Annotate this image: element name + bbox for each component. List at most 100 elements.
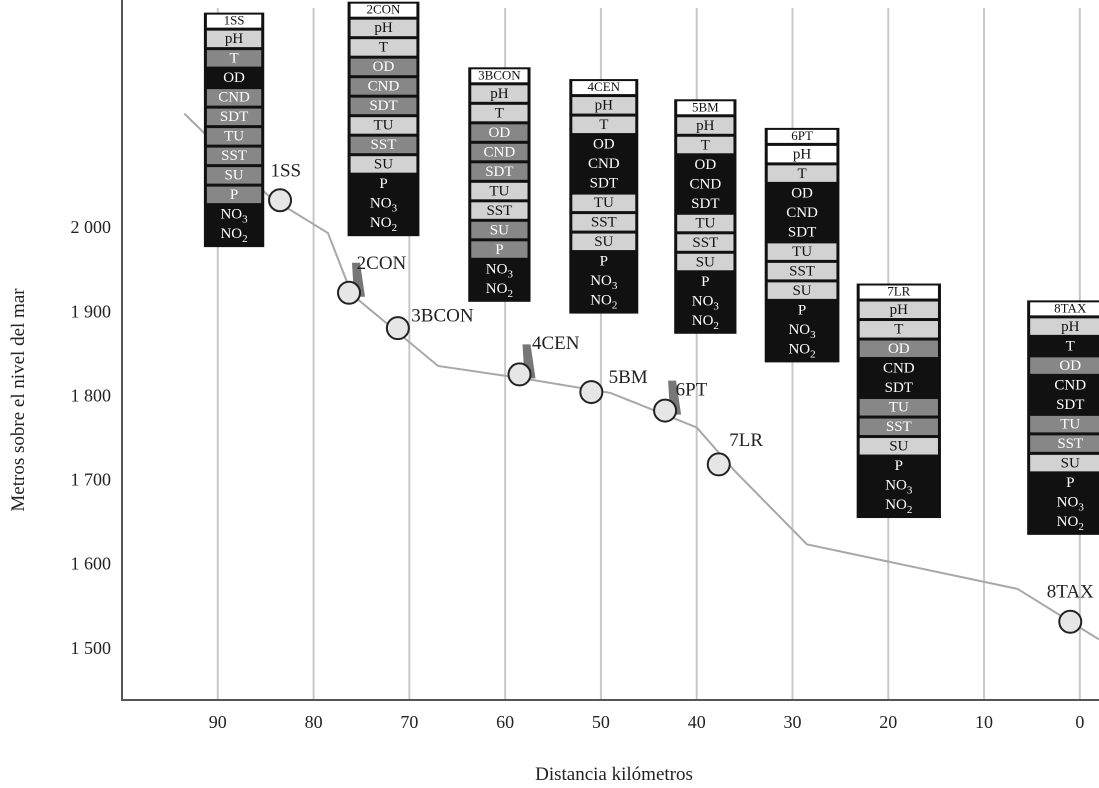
- param-label: TU: [224, 129, 244, 145]
- param-label: CND: [368, 79, 400, 95]
- station-marker: [1059, 611, 1081, 633]
- param-label: P: [895, 458, 903, 474]
- vertical-grid-lines: [218, 8, 1080, 700]
- parameter-card-7lr: 7LRpHTODCNDSDTTUSSTSUPNO3NO2: [857, 284, 941, 519]
- station-5bm: 5BM: [580, 367, 647, 403]
- param-label: T: [229, 51, 238, 67]
- station-1ss: 1SS: [269, 161, 301, 212]
- param-label: OD: [593, 137, 615, 153]
- station-label: 4CEN: [532, 333, 580, 354]
- param-label: SU: [594, 234, 613, 250]
- card-title: 1SS: [224, 13, 245, 28]
- param-label: OD: [489, 125, 511, 141]
- param-label: T: [495, 105, 504, 121]
- station-2con: 2CON: [338, 253, 407, 304]
- param-label: P: [701, 274, 709, 290]
- param-label: T: [1066, 338, 1075, 354]
- param-label: pH: [793, 146, 812, 162]
- parameter-card-5bm: 5BMpHTODCNDSDTTUSSTSUPNO3NO2: [674, 99, 736, 334]
- parameter-cards: 1SSpHTODCNDSDTTUSSTSUPNO3NO22CONpHTODCND…: [204, 2, 1099, 535]
- y-tick-label: 1 900: [71, 301, 112, 321]
- station-marker: [708, 453, 730, 475]
- param-label: T: [701, 137, 710, 153]
- param-label: SU: [374, 157, 393, 173]
- param-label: T: [894, 322, 903, 338]
- param-label: SDT: [590, 176, 618, 192]
- station-label: 5BM: [609, 367, 648, 388]
- param-label: TU: [792, 244, 812, 260]
- param-label: SDT: [485, 164, 513, 180]
- param-label: pH: [1061, 319, 1080, 335]
- x-axis-label: Distancia kilómetros: [535, 764, 693, 785]
- param-label: SDT: [369, 98, 397, 114]
- param-label: T: [379, 40, 388, 56]
- station-marker: [387, 317, 409, 339]
- param-label: CND: [883, 361, 915, 377]
- station-3bcon: 3BCON: [387, 305, 474, 339]
- param-label: CND: [484, 144, 516, 160]
- param-label: pH: [890, 302, 909, 318]
- param-label: pH: [374, 20, 393, 36]
- station-6pt: 6PT: [654, 379, 708, 421]
- param-label: SU: [224, 168, 243, 184]
- y-tick-label: 1 700: [71, 470, 112, 490]
- card-title: 6PT: [791, 128, 813, 143]
- x-tick-label: 0: [1075, 712, 1084, 732]
- param-label: SDT: [788, 224, 816, 240]
- param-label: CND: [786, 205, 818, 221]
- param-label: P: [1066, 475, 1074, 491]
- station-4cen: 4CEN: [509, 333, 580, 385]
- param-label: CND: [218, 90, 250, 106]
- y-tick-label: 2 000: [71, 217, 112, 237]
- x-tick-label: 60: [496, 712, 514, 732]
- param-label: CND: [689, 176, 721, 192]
- param-label: OD: [1059, 358, 1081, 374]
- station-label: 6PT: [676, 379, 708, 400]
- parameter-card-6pt: 6PTpHTODCNDSDTTUSSTSUPNO3NO2: [765, 128, 840, 363]
- param-label: SDT: [220, 109, 248, 125]
- station-8tax: 8TAX: [1047, 581, 1094, 632]
- station-marker: [654, 400, 676, 422]
- param-label: P: [600, 254, 608, 270]
- parameter-card-8tax: 8TAXpHTODCNDSDTTUSSTSUPNO3NO2: [1027, 300, 1099, 535]
- param-label: OD: [694, 157, 716, 173]
- param-label: TU: [373, 118, 393, 134]
- x-tick-label: 50: [592, 712, 610, 732]
- param-label: P: [798, 302, 806, 318]
- param-label: SST: [1057, 436, 1083, 452]
- param-label: TU: [695, 215, 715, 231]
- param-label: OD: [888, 341, 910, 357]
- param-label: SST: [789, 263, 815, 279]
- x-tick-label: 80: [305, 712, 323, 732]
- y-tick-label: 1 500: [71, 638, 112, 658]
- param-label: pH: [490, 86, 509, 102]
- param-label: SU: [792, 283, 811, 299]
- param-label: OD: [223, 70, 245, 86]
- x-tick-label: 20: [879, 712, 897, 732]
- y-tick-label: 1 800: [71, 385, 112, 405]
- param-label: CND: [588, 156, 620, 172]
- station-7lr: 7LR: [708, 430, 764, 476]
- param-label: OD: [373, 59, 395, 75]
- station-label: 3BCON: [411, 305, 474, 326]
- station-label: 1SS: [270, 161, 301, 182]
- param-label: pH: [225, 31, 244, 47]
- param-label: SU: [1061, 455, 1080, 471]
- param-label: P: [379, 176, 387, 192]
- x-tick-label: 30: [783, 712, 801, 732]
- card-title: 5BM: [692, 99, 719, 114]
- param-label: SST: [486, 203, 512, 219]
- param-label: SU: [696, 254, 715, 270]
- param-label: SDT: [885, 380, 913, 396]
- param-label: SU: [889, 439, 908, 455]
- station-marker: [580, 381, 602, 403]
- param-label: SST: [371, 137, 397, 153]
- card-title: 2CON: [367, 2, 402, 17]
- card-title: 4CEN: [588, 79, 621, 94]
- card-title: 3BCON: [478, 67, 521, 82]
- param-label: P: [230, 187, 238, 203]
- x-tick-label: 70: [400, 712, 418, 732]
- param-label: TU: [594, 195, 614, 211]
- card-title: 7LR: [887, 284, 910, 299]
